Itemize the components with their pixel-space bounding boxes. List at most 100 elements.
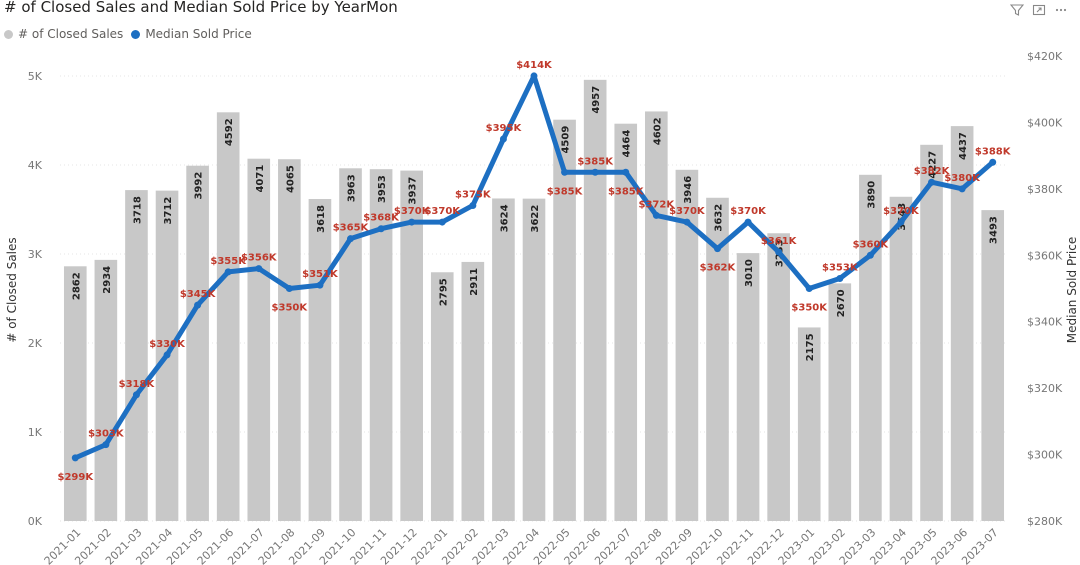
- line-data-label: $385K: [577, 156, 614, 167]
- line-data-label: $351K: [302, 269, 339, 280]
- line-point: [591, 168, 599, 176]
- bar: [339, 168, 362, 521]
- line-point: [71, 454, 79, 462]
- line-data-label: $345K: [180, 289, 217, 300]
- y2-tick-label: $360K: [1027, 249, 1063, 262]
- legend-item-closed-sales[interactable]: # of Closed Sales: [4, 27, 123, 41]
- bar: [522, 198, 546, 521]
- line-data-label: $318K: [119, 379, 156, 390]
- bar: [125, 190, 148, 521]
- y-axis-right: $280K $300K $320K $340K $360K $380K $400K $420K: [1027, 50, 1063, 528]
- line-data-label: $388K: [975, 146, 1012, 157]
- bar-data-label: 3953: [377, 175, 388, 203]
- line-point: [622, 168, 630, 176]
- bar-data-label: 4464: [622, 130, 633, 158]
- y-tick-label: 1K: [28, 426, 43, 439]
- focus-mode-icon[interactable]: [1032, 2, 1046, 16]
- line-point: [683, 218, 691, 226]
- line-point: [775, 248, 783, 256]
- bar: [767, 233, 790, 521]
- more-options-icon[interactable]: [1054, 2, 1068, 16]
- y2-tick-label: $280K: [1027, 515, 1063, 528]
- bar: [859, 174, 882, 522]
- y2-axis-title: Median Sold Price: [1065, 237, 1079, 343]
- bar-data-label: 3963: [347, 174, 358, 202]
- line-point: [102, 441, 110, 449]
- line-point: [928, 178, 936, 186]
- line-data-label: $385K: [608, 186, 645, 197]
- bar-data-label: 3712: [163, 197, 174, 225]
- bar-data-label: 3992: [194, 172, 205, 200]
- line-data-label: $370K: [883, 206, 920, 217]
- bar: [981, 210, 1005, 522]
- line-point: [744, 218, 752, 226]
- line-data-label: $303K: [88, 429, 125, 440]
- line-data-label: $370K: [424, 206, 461, 217]
- bar: [828, 283, 852, 521]
- legend-label-median-price: Median Sold Price: [145, 27, 252, 41]
- bar: [278, 159, 301, 521]
- legend-item-median-price[interactable]: Median Sold Price: [131, 27, 252, 41]
- bar: [308, 198, 332, 522]
- line-point: [316, 281, 324, 289]
- y2-tick-label: $420K: [1027, 50, 1063, 63]
- bar: [461, 261, 485, 521]
- bar-data-label: 4227: [928, 151, 939, 179]
- line-point: [408, 218, 416, 226]
- line-point: [499, 135, 507, 143]
- line-point: [805, 285, 813, 292]
- line-point: [469, 201, 477, 209]
- line-data-label: $382K: [914, 166, 951, 177]
- bar: [675, 169, 699, 521]
- bar-data-label: 2862: [71, 272, 82, 300]
- line-data-label: $395K: [486, 123, 523, 134]
- bar: [706, 197, 729, 521]
- bar-data-label: 3493: [989, 216, 1000, 244]
- bar-data-label: 4592: [224, 118, 235, 146]
- line-point: [561, 168, 569, 176]
- bar: [614, 123, 638, 521]
- bar: [553, 119, 576, 521]
- legend: # of Closed Sales Median Sold Price: [4, 27, 260, 41]
- y2-tick-label: $400K: [1027, 116, 1063, 129]
- legend-label-closed-sales: # of Closed Sales: [18, 27, 124, 41]
- line-data-label: $330K: [149, 339, 186, 350]
- line-point: [958, 185, 966, 193]
- line-data-label: $370K: [669, 206, 706, 217]
- line-data-label: $368K: [363, 213, 400, 224]
- bar: [950, 126, 974, 522]
- x-axis: 2021-012021-022021-032021-042021-052021-…: [42, 526, 1001, 565]
- bar-data-label: 2934: [102, 266, 113, 294]
- line-point: [836, 275, 844, 283]
- bar-data-label: 3622: [530, 205, 541, 233]
- line-data-label: $372K: [639, 199, 676, 210]
- bar: [369, 169, 393, 522]
- bar-data-label: 4509: [561, 126, 572, 154]
- bar: [186, 165, 209, 521]
- bar-data-label: 4957: [591, 86, 602, 114]
- line-point: [897, 218, 905, 226]
- bar: [247, 158, 271, 521]
- bar-data-label: 3010: [744, 259, 755, 287]
- filter-icon[interactable]: [1009, 2, 1025, 16]
- bar: [430, 272, 454, 521]
- bar: [797, 327, 821, 521]
- line-data-label: $414K: [516, 60, 553, 71]
- line-point: [347, 235, 355, 243]
- line-point: [224, 268, 232, 276]
- line-data-label: $362K: [700, 263, 737, 274]
- y-tick-label: 4K: [28, 159, 43, 172]
- line-data-label: $370K: [394, 206, 431, 217]
- line-data-label: $299K: [57, 472, 94, 483]
- bar-data-label: 2911: [469, 268, 480, 296]
- line-data-label: $353K: [822, 263, 859, 274]
- line-data-label: $360K: [853, 239, 890, 250]
- line-data-label: $356K: [241, 253, 278, 264]
- line-point: [652, 211, 660, 219]
- legend-marker-closed-sales: [4, 29, 13, 39]
- line-data-label: $350K: [272, 303, 309, 314]
- line-point: [132, 391, 140, 399]
- line-point: [255, 265, 263, 273]
- y-axis-title: # of Closed Sales: [5, 237, 19, 342]
